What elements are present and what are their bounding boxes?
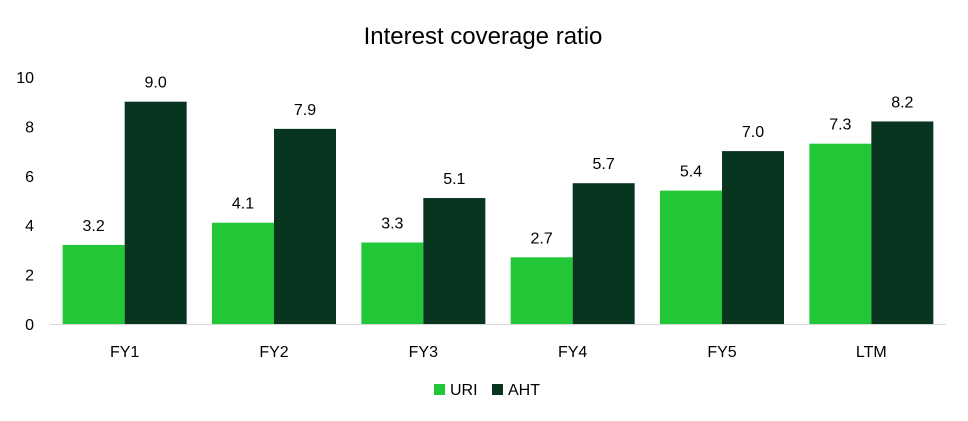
legend-swatch-aht — [492, 384, 503, 395]
bar-aht-fy5 — [722, 151, 784, 324]
data-label: 4.1 — [232, 196, 254, 213]
data-label: 2.7 — [531, 230, 553, 247]
y-tick-label: 6 — [25, 169, 34, 186]
data-label: 3.2 — [83, 218, 105, 235]
y-tick-label: 4 — [25, 218, 34, 235]
bar-aht-fy2 — [274, 128, 336, 324]
bar-aht-fy1 — [124, 101, 187, 324]
legend-swatch-uri — [434, 384, 445, 395]
y-tick-label: 10 — [16, 70, 34, 87]
chart-title: Interest coverage ratio — [364, 23, 603, 50]
data-label: 7.9 — [294, 102, 316, 119]
bar-aht-fy4 — [572, 183, 635, 324]
x-tick-label: FY4 — [558, 344, 587, 361]
data-label: 5.1 — [443, 171, 465, 188]
data-label: 8.2 — [891, 94, 913, 111]
bars — [62, 101, 934, 325]
data-label: 5.4 — [680, 164, 702, 181]
x-tick-label: FY5 — [707, 344, 736, 361]
y-tick-label: 8 — [25, 119, 34, 136]
bar-uri-fy1 — [62, 244, 125, 324]
bar-uri-ltm — [809, 143, 872, 324]
legend: URI AHT — [434, 382, 540, 399]
data-label: 3.3 — [381, 215, 403, 232]
y-tick-label: 2 — [25, 268, 34, 285]
y-axis-ticks: 0 2 4 6 8 10 — [16, 70, 34, 334]
bar-aht-ltm — [871, 121, 934, 325]
data-label: 5.7 — [593, 156, 615, 173]
bar-aht-fy3 — [423, 198, 486, 324]
bar-uri-fy3 — [361, 242, 424, 324]
x-tick-label: LTM — [856, 344, 887, 361]
x-tick-label: FY2 — [259, 344, 288, 361]
legend-label-uri: URI — [450, 382, 478, 399]
data-label: 9.0 — [145, 75, 167, 92]
bar-uri-fy5 — [660, 190, 722, 324]
y-tick-label: 0 — [25, 317, 34, 334]
x-tick-label: FY1 — [110, 344, 139, 361]
x-tick-label: FY3 — [409, 344, 438, 361]
bar-uri-fy2 — [212, 222, 274, 324]
x-axis-ticks: FY1 FY2 FY3 FY4 FY5 LTM — [110, 344, 887, 361]
legend-label-aht: AHT — [508, 382, 540, 399]
data-labels: 3.2 9.0 4.1 7.9 3.3 5.1 2.7 5.7 5.4 7.0 7.3 8.2 — [83, 75, 914, 248]
bar-uri-fy4 — [510, 257, 573, 324]
data-label: 7.0 — [742, 124, 764, 141]
data-label: 7.3 — [829, 117, 851, 134]
